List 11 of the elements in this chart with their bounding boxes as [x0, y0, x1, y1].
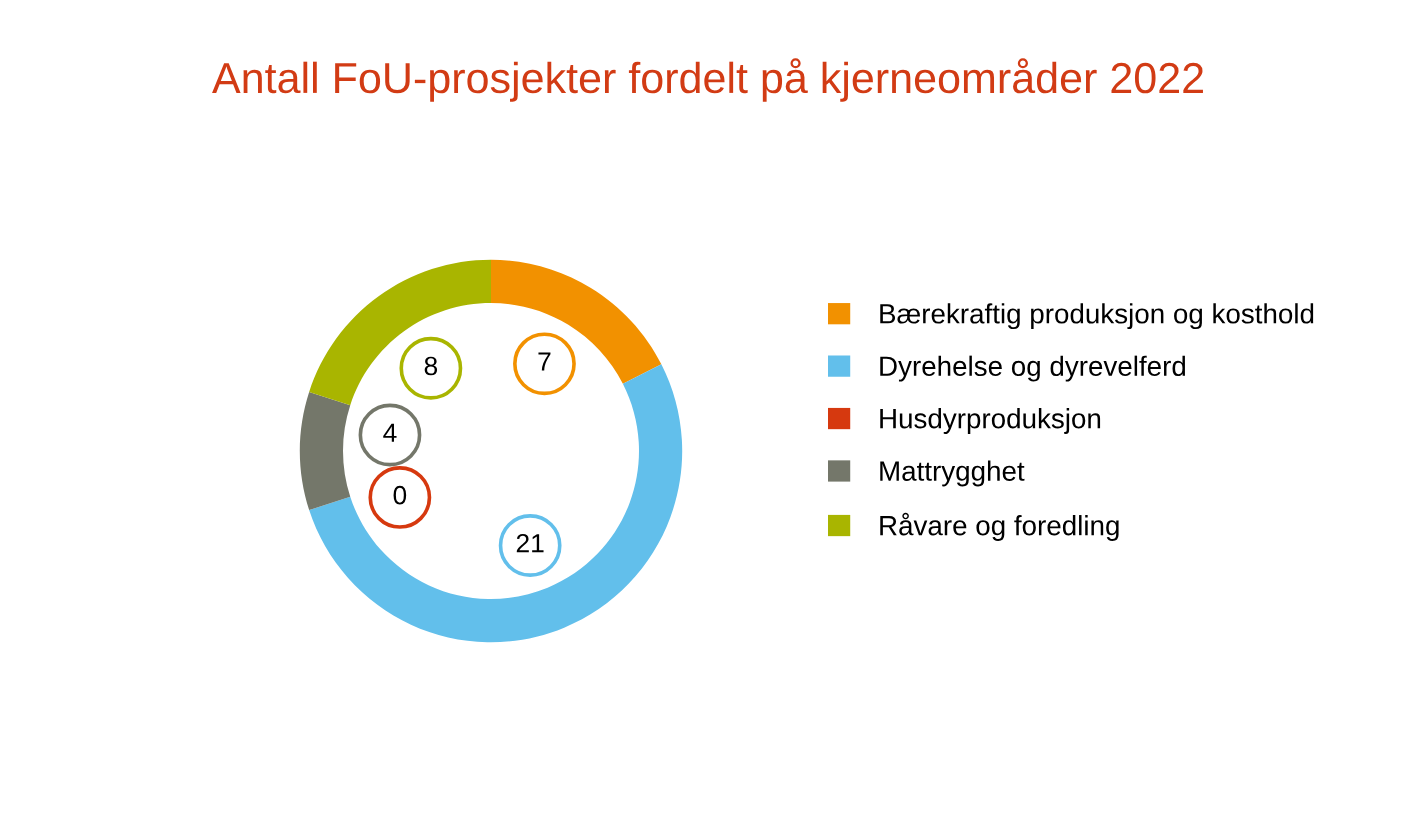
legend-label: Råvare og foredling — [880, 512, 1119, 541]
text: 0 — [393, 485, 407, 505]
chart-title: Antall FoU-prosjekter fordelt på kjerneområder 2022 — [212, 58, 1203, 102]
data-label: 8 — [424, 356, 438, 376]
data-label: 7 — [538, 352, 551, 371]
legend-label: Dyrehelse og dyrevelferd — [880, 355, 1186, 382]
data-label: 4 — [383, 423, 397, 442]
legend-label: Husdyrproduksjon — [880, 408, 1101, 434]
data-label: 21 — [516, 533, 544, 553]
legend-label: Mattrygghet — [880, 460, 1025, 487]
legend-label: Bærekraftig produksjon og kosthold — [880, 303, 1314, 330]
